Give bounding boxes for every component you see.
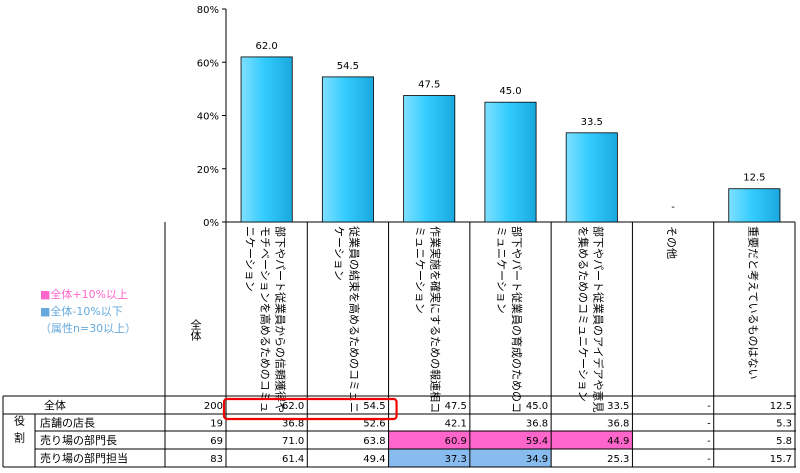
highlight-annotation bbox=[222, 397, 398, 421]
plot-area: 0% 20% 40% 60% 80% 62.0 54.5 47.5 45.0 33.5 - 12.5 bbox=[197, 5, 795, 229]
row-n: 83 bbox=[210, 454, 223, 465]
cell-highlight bbox=[469, 431, 552, 449]
legend-note: （属性n=30以上） bbox=[40, 321, 136, 335]
category-label-line: ミュニケーション bbox=[495, 226, 508, 314]
category-label-line: 作業実施を確実にするための報連相コ bbox=[429, 226, 443, 413]
cell-value: 37.3 bbox=[445, 454, 467, 465]
data-label: 47.5 bbox=[418, 80, 440, 91]
cell-value: 44.9 bbox=[607, 436, 629, 447]
category-label-line: 重要だと考えているものはない bbox=[746, 226, 760, 379]
group-label: 役割 bbox=[13, 414, 26, 449]
cell-value: 63.8 bbox=[363, 436, 385, 447]
category-label: その他 bbox=[665, 226, 678, 259]
category-label-line: ニケーション bbox=[244, 226, 257, 292]
cell-value: - bbox=[707, 454, 711, 465]
cell-value: 49.4 bbox=[363, 454, 385, 465]
category-label-line: モチベーションを高めるためのコミュ bbox=[259, 226, 273, 413]
y-tick-label: 60% bbox=[197, 58, 219, 69]
category-label-line: 部下やパート従業員の育成のためのコ bbox=[510, 226, 524, 413]
legend: ■全体+10%以上 ■全体-10%以下 （属性n=30以上） bbox=[40, 287, 136, 335]
category-label: 重要だと考えているものはない bbox=[746, 226, 760, 379]
cell-value: - bbox=[707, 401, 711, 412]
cell-value: 36.8 bbox=[607, 419, 629, 430]
n-header: 全体 bbox=[189, 318, 202, 341]
y-tick-label: 40% bbox=[197, 112, 219, 123]
row-label: 売り場の部門担当 bbox=[40, 451, 128, 465]
row-n: 200 bbox=[204, 401, 223, 412]
cell-value: 33.5 bbox=[607, 401, 629, 412]
cell-value: 61.4 bbox=[282, 454, 304, 465]
legend-pink-label: ■全体+10%以上 bbox=[40, 287, 128, 301]
bar bbox=[728, 188, 781, 223]
cell-value: 62.0 bbox=[282, 401, 304, 412]
row-n: 19 bbox=[210, 419, 223, 430]
cell-value: 54.5 bbox=[363, 401, 385, 412]
cell-highlight bbox=[388, 449, 470, 467]
cell-value: 60.9 bbox=[445, 436, 467, 447]
cell-value: 15.7 bbox=[770, 454, 792, 465]
row-n: 69 bbox=[210, 436, 223, 447]
category-label-line: ミュニケーション bbox=[414, 226, 427, 314]
cell-value: 45.0 bbox=[526, 401, 548, 412]
cell-highlight bbox=[469, 449, 552, 467]
cell-value: 42.1 bbox=[445, 419, 467, 430]
cell-value: 36.8 bbox=[526, 419, 548, 430]
data-label: 62.0 bbox=[256, 41, 278, 52]
cell-value: 5.3 bbox=[776, 419, 792, 430]
data-table: 全体 部下やパート従業員からの信頼獲得やモチベーションを高めるためのコミュニケーシ… bbox=[2, 222, 796, 468]
cell-highlight bbox=[551, 431, 633, 449]
cell-value: - bbox=[707, 419, 711, 430]
bar bbox=[403, 95, 456, 223]
data-label: 33.5 bbox=[581, 117, 603, 128]
category-label-line: 部下やパート従業員からの信頼獲得や bbox=[274, 226, 288, 413]
cell-value: - bbox=[707, 436, 711, 447]
data-label: - bbox=[671, 202, 675, 213]
legend-blue-label: ■全体-10%以下 bbox=[40, 304, 123, 318]
cell-value: 71.0 bbox=[282, 436, 304, 447]
category-label-line: ケーション bbox=[332, 226, 345, 281]
cell-value: 47.5 bbox=[445, 401, 467, 412]
bar bbox=[484, 101, 537, 223]
bar bbox=[321, 76, 374, 223]
y-tick-label: 0% bbox=[203, 218, 219, 229]
cell-value: 12.5 bbox=[770, 401, 792, 412]
y-tick-label: 20% bbox=[197, 165, 219, 176]
cell-highlight bbox=[388, 431, 470, 449]
row-label: 全体 bbox=[44, 398, 66, 412]
row-label: 売り場の部門長 bbox=[40, 433, 117, 447]
category-label-line: 従業員の結束を高めるためのコミュニ bbox=[347, 226, 361, 413]
cell-value: 59.4 bbox=[526, 436, 548, 447]
cell-value: 25.3 bbox=[607, 454, 629, 465]
category-label-line: その他 bbox=[665, 226, 678, 259]
data-label: 54.5 bbox=[337, 61, 359, 72]
category-label-line: 部下やパート従業員のアイデアや意見 bbox=[591, 226, 605, 412]
cell-value: 5.8 bbox=[776, 436, 792, 447]
cell-value: 52.6 bbox=[363, 419, 385, 430]
cell-value: 34.9 bbox=[526, 454, 548, 465]
row-label: 店舗の店長 bbox=[40, 416, 95, 430]
bar bbox=[565, 132, 618, 223]
bar bbox=[240, 56, 293, 223]
category-label-line: を集めるためのコミュニケーション bbox=[576, 226, 590, 402]
data-label: 45.0 bbox=[499, 86, 521, 97]
y-tick-label: 80% bbox=[197, 5, 219, 16]
data-label: 12.5 bbox=[743, 173, 765, 184]
cell-value: 36.8 bbox=[282, 419, 304, 430]
